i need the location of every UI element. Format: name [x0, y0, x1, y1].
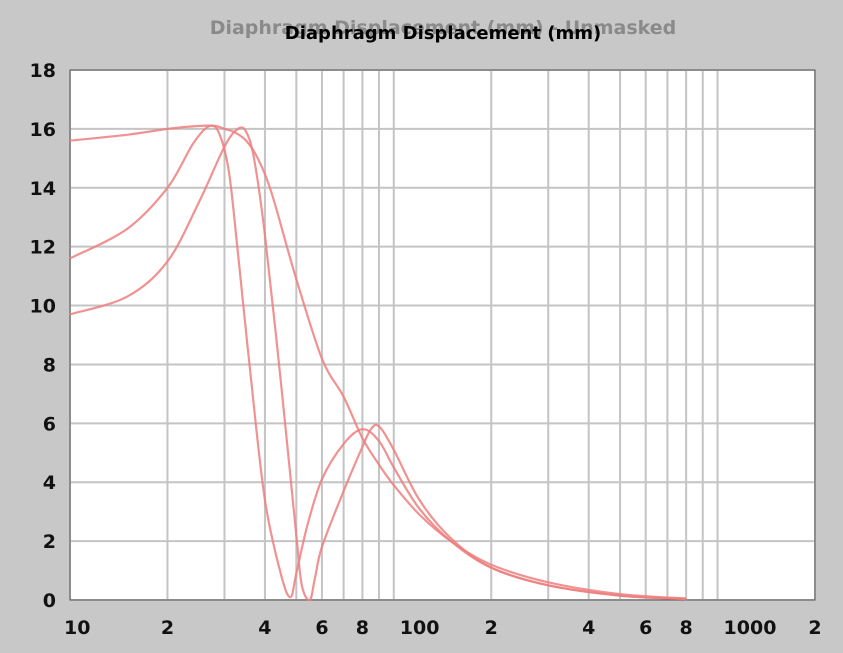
plot-area: [70, 70, 815, 600]
y-axis: 0 2 4 6 8 10 12 14 16 18: [30, 60, 56, 612]
x-tick-label: 8: [680, 617, 693, 639]
x-tick-label: 6: [639, 617, 652, 639]
plot-frame: [69, 69, 816, 601]
y-tick-label: 0: [43, 590, 56, 612]
y-tick-label: 12: [30, 237, 56, 259]
x-tick-label: 100: [400, 617, 440, 639]
y-tick-label: 6: [43, 413, 56, 435]
y-tick-label: 8: [43, 354, 56, 376]
y-tick-label: 4: [43, 472, 56, 494]
chart-title: Diaphragm Displacement (mm): [285, 23, 601, 44]
x-tick-label: 2: [808, 617, 821, 639]
y-tick-label: 14: [30, 178, 56, 200]
x-tick-label: 4: [258, 617, 271, 639]
series-line-2: [69, 124, 687, 601]
y-tick-label: 2: [43, 531, 56, 553]
x-tick-label: 1000: [724, 617, 777, 639]
x-tick-label: 6: [315, 617, 328, 639]
chart-ghost-title: Diaphragm Displacement (mm) - Unmasked: [210, 17, 677, 39]
x-tick-label: 8: [356, 617, 369, 639]
x-tick-label: 4: [582, 617, 595, 639]
y-tick-label: 10: [30, 296, 56, 318]
series-line-3: [69, 126, 687, 602]
x-axis: 10 2 4 6 8 100 2 4 6 8 1000 2: [64, 617, 822, 639]
y-tick-label: 16: [30, 119, 56, 141]
series-layer: [69, 124, 687, 602]
x-tick-label: 2: [161, 617, 174, 639]
x-tick-label: 2: [485, 617, 498, 639]
y-tick-label: 18: [30, 60, 56, 82]
x-tick-label: 10: [64, 617, 90, 639]
